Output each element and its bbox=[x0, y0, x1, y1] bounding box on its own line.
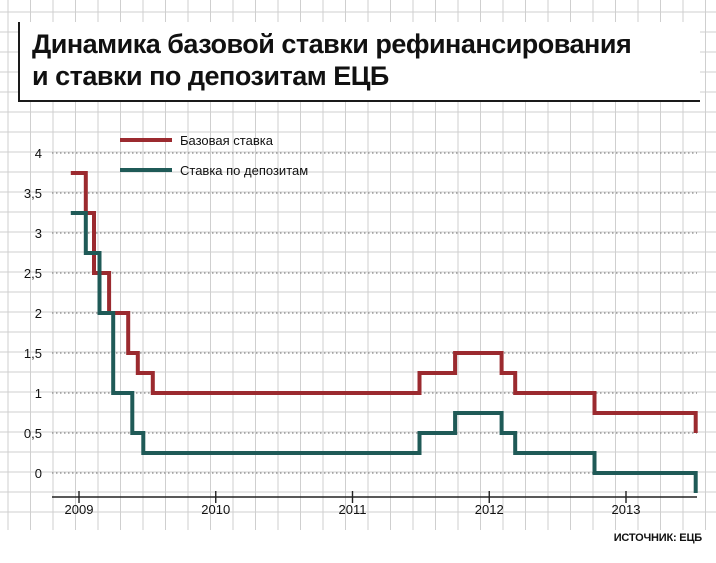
y-tick-label: 1 bbox=[35, 386, 42, 401]
y-tick-label: 1,5 bbox=[24, 346, 42, 361]
y-tick-label: 0 bbox=[35, 466, 42, 481]
x-tick-label: 2010 bbox=[201, 502, 230, 517]
x-tick-label: 2011 bbox=[339, 502, 367, 517]
series-line-base-rate bbox=[70, 171, 698, 433]
y-axis: 0 0,5 1 1,5 2 2,5 3 3,5 4 bbox=[24, 146, 42, 481]
y-tick-label: 3,5 bbox=[24, 186, 42, 201]
x-tick-label: 2012 bbox=[475, 502, 504, 517]
legend-label: Ставка по депозитам bbox=[180, 163, 308, 178]
x-axis: 2009 2010 2011 2012 2013 bbox=[52, 491, 697, 517]
y-tick-label: 4 bbox=[35, 146, 42, 161]
chart-title: Динамика базовой ставки рефинансирования… bbox=[32, 29, 632, 91]
series-group bbox=[70, 171, 698, 493]
legend-label: Базовая ставка bbox=[180, 133, 274, 148]
y-tick-label: 2 bbox=[35, 306, 42, 321]
series-line-deposit-rate bbox=[70, 211, 698, 493]
legend: Базовая ставка Ставка по депозитам bbox=[120, 133, 308, 178]
y-tick-label: 3 bbox=[35, 226, 42, 241]
value-gridlines bbox=[52, 152, 697, 474]
x-tick-label: 2009 bbox=[65, 502, 94, 517]
y-tick-label: 2,5 bbox=[24, 266, 42, 281]
y-tick-label: 0,5 bbox=[24, 426, 42, 441]
source-note: ИСТОЧНИК: ЕЦБ bbox=[613, 532, 702, 544]
x-tick-label: 2013 bbox=[612, 502, 641, 517]
title-box: Динамика базовой ставки рефинансирования… bbox=[18, 22, 700, 102]
